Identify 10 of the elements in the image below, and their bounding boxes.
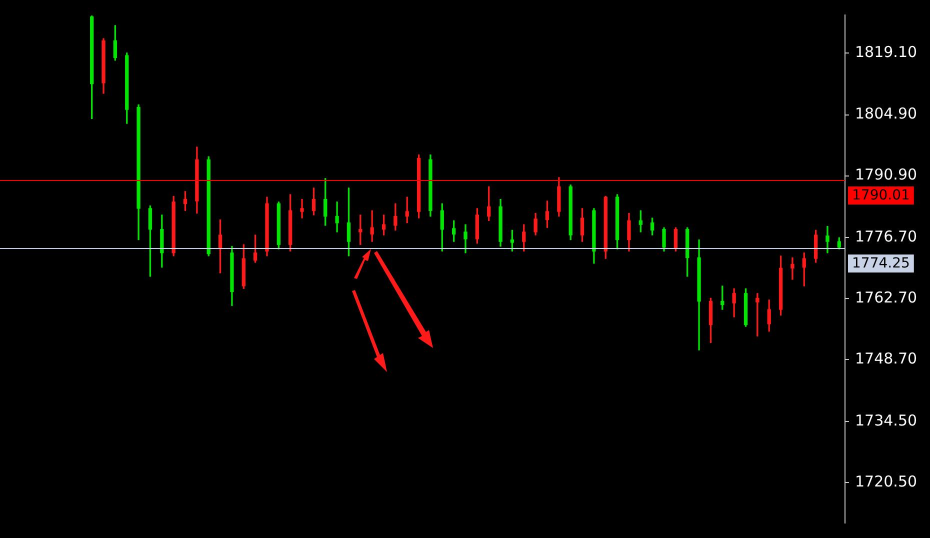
y-tick-label: 1790.90 — [855, 166, 918, 184]
y-tick-label: 1804.90 — [855, 104, 918, 123]
y-tick-label: 1762.70 — [855, 288, 918, 307]
ref-line-label: 1790.01 — [852, 188, 910, 204]
ref-line-label: 1774.25 — [852, 256, 910, 272]
y-tick-label: 1776.70 — [855, 228, 918, 246]
y-tick-label: 1734.50 — [855, 411, 918, 430]
y-tick-label: 1819.10 — [855, 42, 918, 61]
y-tick-label: 1720.50 — [855, 472, 918, 490]
y-tick-label: 1748.70 — [855, 350, 918, 368]
